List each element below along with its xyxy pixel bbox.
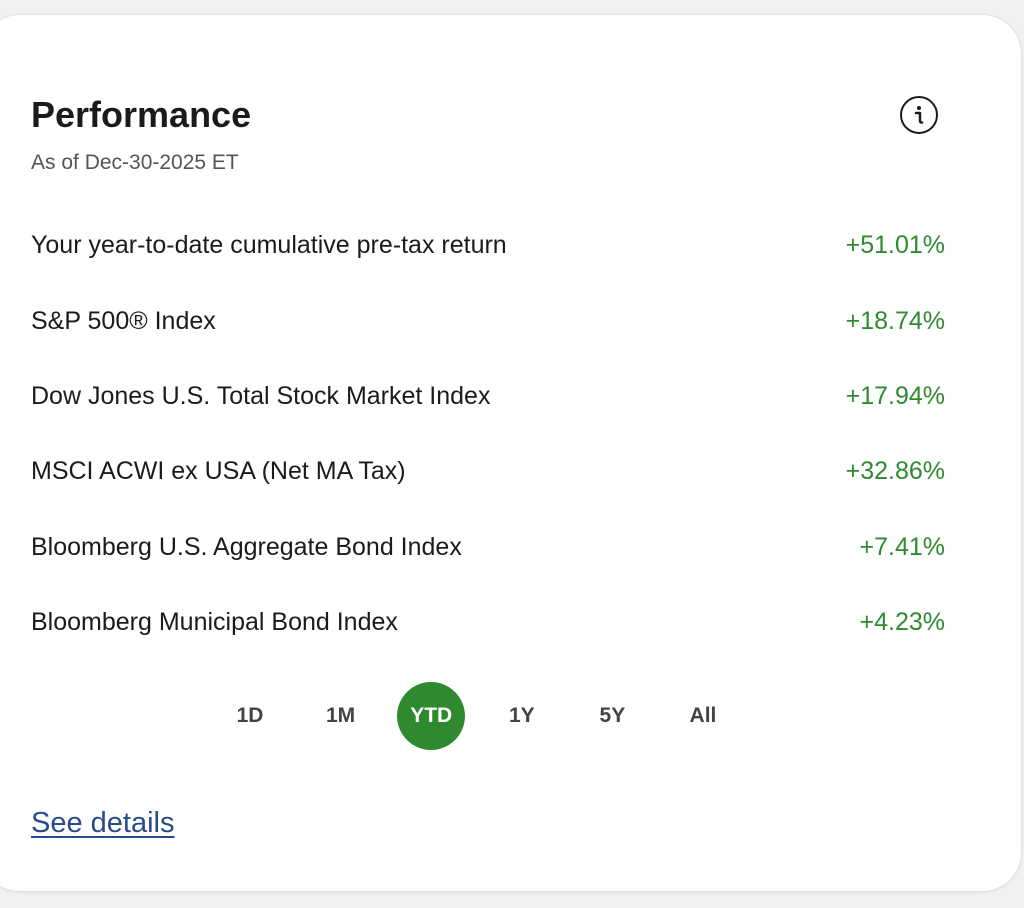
return-row-sp500: S&P 500® Index +18.74% xyxy=(31,283,945,358)
return-label: Your year-to-date cumulative pre-tax ret… xyxy=(31,231,507,260)
return-value: +4.23% xyxy=(859,608,946,637)
period-5y-button[interactable]: 5Y xyxy=(599,704,626,727)
return-value: +32.86% xyxy=(845,457,945,486)
return-value: +7.41% xyxy=(859,532,946,561)
info-glyph-icon xyxy=(914,106,924,124)
return-row-bloomberg-aggregate: Bloomberg U.S. Aggregate Bond Index +7.4… xyxy=(31,510,945,585)
period-1d-button[interactable]: 1D xyxy=(236,704,264,727)
as-of-date: As of Dec-30-2025 ET xyxy=(31,151,239,174)
return-label: S&P 500® Index xyxy=(31,306,216,335)
return-value: +18.74% xyxy=(845,306,945,335)
info-icon[interactable] xyxy=(900,96,938,134)
return-value: +17.94% xyxy=(845,381,945,410)
performance-card: Performance As of Dec-30-2025 ET Your ye… xyxy=(0,14,1022,892)
period-1y-button[interactable]: 1Y xyxy=(508,704,535,727)
period-ytd-button[interactable]: YTD xyxy=(397,682,466,750)
return-label: MSCI ACWI ex USA (Net MA Tax) xyxy=(31,457,406,486)
return-label: Bloomberg Municipal Bond Index xyxy=(31,608,398,637)
returns-list: Your year-to-date cumulative pre-tax ret… xyxy=(31,208,945,660)
return-row-bloomberg-municipal: Bloomberg Municipal Bond Index +4.23% xyxy=(31,585,945,660)
return-label: Bloomberg U.S. Aggregate Bond Index xyxy=(31,532,462,561)
return-label: Dow Jones U.S. Total Stock Market Index xyxy=(31,381,491,410)
return-row-msci: MSCI ACWI ex USA (Net MA Tax) +32.86% xyxy=(31,434,945,509)
return-row-your-ytd: Your year-to-date cumulative pre-tax ret… xyxy=(31,208,945,283)
see-details-link[interactable]: See details xyxy=(31,807,175,839)
card-title: Performance xyxy=(31,94,252,135)
period-selector: 1D 1M YTD 1Y 5Y All xyxy=(216,682,760,750)
period-all-button[interactable]: All xyxy=(689,704,717,727)
return-value: +51.01% xyxy=(845,231,945,260)
period-1m-button[interactable]: 1M xyxy=(326,704,356,727)
return-row-dow-jones: Dow Jones U.S. Total Stock Market Index … xyxy=(31,359,945,434)
